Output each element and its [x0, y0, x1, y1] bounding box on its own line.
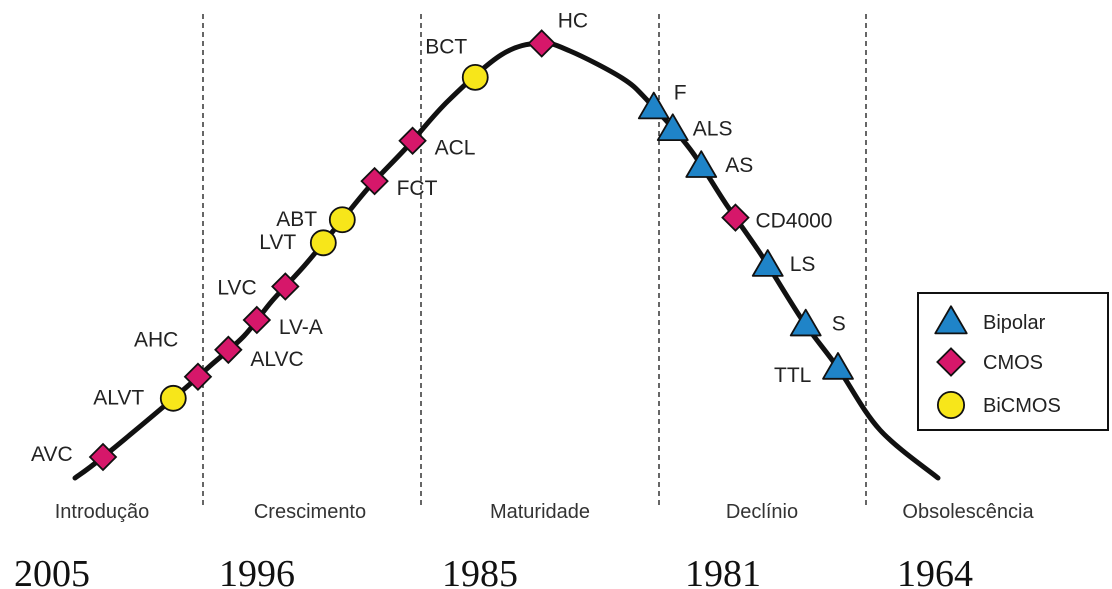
marker-label: FCT: [397, 177, 438, 200]
bipolar-marker: [751, 249, 784, 277]
phase-label: Maturidade: [490, 501, 590, 523]
marker-label: S: [832, 313, 846, 336]
bipolar-marker: [685, 150, 718, 178]
marker-label: ABT: [276, 208, 317, 231]
phase-label: Introdução: [55, 501, 150, 523]
marker-label: CD4000: [755, 210, 832, 233]
cmos-marker: [214, 335, 243, 365]
marker-label: LVC: [217, 276, 256, 299]
marker-label: ACL: [435, 137, 476, 160]
marker-label: AHC: [134, 329, 178, 352]
legend-label: Bipolar: [983, 312, 1046, 334]
bicmos-marker: [328, 206, 356, 234]
cmos-marker: [88, 442, 118, 472]
bicmos-marker: [309, 229, 337, 257]
marker-label: AS: [725, 154, 753, 177]
legend-label: BiCMOS: [983, 395, 1061, 417]
marker-label: LVT: [259, 231, 296, 254]
phase-label: Declínio: [726, 501, 798, 523]
year-labels: 2005 1996 1985 1981 1964: [14, 553, 973, 589]
bipolar-marker: [637, 91, 670, 120]
legend-bipolar-marker: [934, 305, 968, 335]
phase-label: Crescimento: [254, 501, 366, 523]
legend: Bipolar CMOS BiCMOS: [917, 292, 1109, 431]
marker-label: TTL: [774, 364, 811, 387]
legend-cmos-marker: [936, 347, 966, 377]
cmos-marker: [527, 29, 556, 58]
legend-bicmos-marker: [936, 390, 966, 420]
phase-label: Obsolescência: [902, 501, 1034, 523]
legend-label: CMOS: [983, 352, 1043, 374]
cmos-marker: [360, 166, 389, 196]
marker-label: HC: [558, 9, 588, 32]
cmos-marker: [183, 362, 213, 392]
phase-labels: Introdução Crescimento Maturidade Declínio O…: [55, 501, 1035, 523]
marker-label: LV-A: [279, 316, 323, 339]
bicmos-marker: [159, 384, 187, 412]
marker-label: LS: [790, 253, 816, 276]
marker-label: ALVT: [93, 386, 144, 409]
year-label: 1981: [685, 553, 761, 589]
bipolar-marker: [822, 352, 854, 380]
year-label: 1996: [219, 553, 295, 589]
bipolar-marker: [656, 113, 689, 142]
cmos-marker: [398, 126, 427, 156]
phase-dividers: [202, 14, 867, 508]
marker-label: F: [674, 82, 687, 105]
marker-label: ALVC: [250, 348, 303, 371]
year-label: 1964: [897, 553, 973, 589]
year-label: 2005: [14, 553, 90, 589]
marker-label: AVC: [31, 443, 73, 466]
marker-label: ALS: [693, 117, 733, 140]
technology-markers: F ALS AS LS S TTL AVC AHC ALVC LV-A LVC FCT ACL HC CD4…: [31, 9, 854, 472]
bipolar-marker: [789, 308, 822, 337]
bicmos-marker: [461, 63, 489, 91]
cmos-marker: [242, 305, 272, 335]
cmos-marker: [271, 272, 300, 301]
year-label: 1985: [442, 553, 518, 589]
cmos-marker: [721, 203, 750, 232]
marker-label: BCT: [425, 35, 467, 58]
